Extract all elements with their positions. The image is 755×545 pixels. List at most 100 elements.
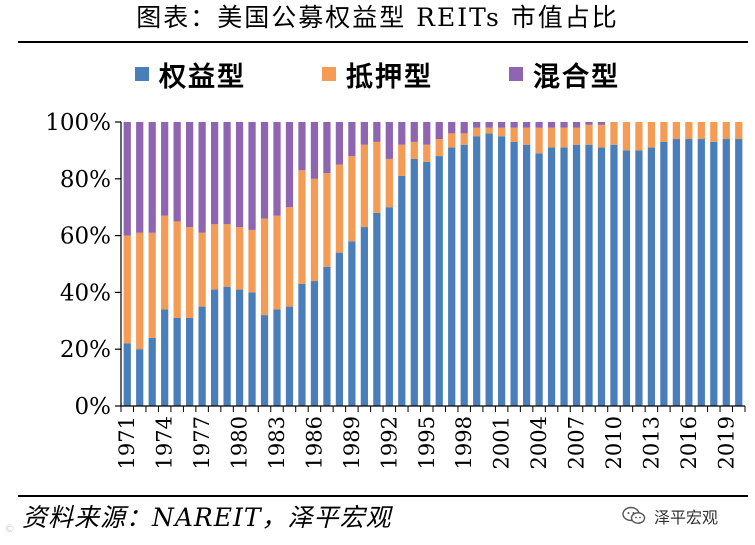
bar-hybrid-2005	[547, 122, 556, 128]
bar-hybrid-1971	[123, 122, 131, 236]
bar-mortgage-1981	[248, 229, 256, 293]
bar-hybrid-1979	[223, 122, 231, 225]
bar-hybrid-1978	[210, 122, 219, 225]
bar-mortgage-1999	[473, 127, 481, 137]
bar-equity-2005	[547, 147, 556, 406]
bar-hybrid-1989	[348, 122, 356, 157]
y-tick-label-1: 20%	[60, 337, 111, 363]
bar-mortgage-1983	[273, 215, 281, 310]
bar-equity-2008	[585, 144, 593, 406]
bar-equity-1982	[260, 315, 269, 406]
legend-swatch-mortgage	[322, 67, 336, 81]
bar-equity-1998	[460, 144, 468, 406]
bar-equity-1983	[273, 309, 281, 406]
bar-equity-2017	[697, 139, 705, 406]
bar-equity-1988	[335, 252, 344, 406]
bar-mortgage-2014	[660, 122, 668, 142]
x-tick-label-1989: 1989	[340, 416, 364, 469]
bar-mortgage-2019	[722, 122, 730, 140]
bar-hybrid-2008	[585, 122, 593, 125]
bar-hybrid-1985	[298, 122, 306, 171]
bar-mortgage-2002	[510, 127, 518, 142]
legend-item-equity: 权益型	[135, 55, 246, 94]
bar-equity-1993	[398, 175, 406, 406]
bar-mortgage-1988	[335, 164, 344, 253]
x-tick-label-1974: 1974	[153, 416, 177, 469]
bar-equity-1971	[123, 343, 131, 406]
bar-mortgage-1980	[235, 227, 244, 290]
bar-hybrid-1984	[285, 122, 294, 208]
bar-mortgage-1975	[173, 221, 181, 318]
x-tick-label-1992: 1992	[377, 416, 401, 469]
bar-hybrid-1994	[410, 122, 418, 142]
x-tick-label-2007: 2007	[565, 416, 589, 469]
bar-hybrid-2004	[535, 122, 543, 128]
bar-hybrid-1991	[373, 122, 381, 142]
legend: 权益型 抵押型 混合型	[0, 54, 755, 94]
bar-hybrid-2002	[510, 122, 518, 128]
bar-hybrid-1992	[385, 122, 393, 159]
legend-label-equity: 权益型	[159, 61, 246, 93]
x-tick-label-2013: 2013	[639, 416, 663, 469]
bar-equity-1996	[435, 156, 443, 406]
bar-mortgage-2001	[498, 127, 506, 137]
bar-hybrid-1993	[398, 122, 406, 145]
bar-equity-1972	[136, 349, 144, 406]
bar-equity-2001	[498, 136, 506, 406]
bar-mortgage-1989	[348, 156, 356, 242]
bar-mortgage-1985	[298, 170, 306, 284]
bar-hybrid-1983	[273, 122, 281, 216]
bar-hybrid-1973	[148, 122, 156, 233]
bar-mortgage-2018	[710, 122, 718, 142]
x-tick-label-1971: 1971	[115, 416, 139, 469]
source-note: 资料来源：NAREIT，泽平宏观	[22, 503, 392, 532]
bar-hybrid-1999	[473, 122, 481, 128]
bar-mortgage-2020	[735, 122, 743, 140]
bar-mortgage-1978	[210, 224, 219, 290]
legend-label-mortgage: 抵押型	[346, 61, 433, 93]
bar-equity-2014	[660, 141, 668, 406]
x-tick-label-2010: 2010	[602, 416, 626, 469]
legend-item-hybrid: 混合型	[509, 55, 620, 94]
y-tick-label-4: 80%	[60, 167, 111, 193]
bar-equity-1985	[298, 283, 306, 406]
bar-hybrid-2001	[498, 122, 506, 128]
bar-hybrid-1995	[423, 122, 431, 145]
bar-mortgage-1984	[285, 207, 294, 307]
bar-mortgage-1976	[186, 227, 194, 318]
y-tick-label-5: 100%	[45, 110, 111, 136]
chart-title: 图表：美国公募权益型 REITs 市值占比	[136, 3, 619, 32]
bar-equity-2015	[672, 139, 680, 406]
wechat-icon	[622, 506, 646, 524]
bar-mortgage-1990	[360, 144, 368, 228]
bar-hybrid-1977	[198, 122, 206, 233]
bar-equity-1977	[198, 306, 206, 406]
bar-mortgage-1982	[260, 218, 269, 316]
legend-swatch-equity	[135, 67, 149, 81]
bar-equity-2013	[647, 147, 656, 406]
bar-mortgage-1992	[385, 158, 393, 208]
bar-hybrid-1996	[435, 122, 443, 140]
x-tick-label-1998: 1998	[452, 416, 476, 469]
x-tick-label-1995: 1995	[415, 416, 439, 469]
bar-mortgage-2012	[635, 122, 643, 151]
x-tick-label-1986: 1986	[302, 416, 326, 469]
bar-equity-2018	[710, 141, 718, 406]
bar-hybrid-1982	[260, 122, 269, 219]
bar-equity-1989	[348, 241, 356, 406]
legend-swatch-hybrid	[509, 67, 523, 81]
legend-item-mortgage: 抵押型	[322, 55, 433, 94]
bar-equity-2011	[622, 150, 631, 406]
bar-mortgage-1997	[448, 133, 456, 148]
bar-equity-1991	[373, 212, 381, 406]
bar-mortgage-1973	[148, 232, 156, 338]
bar-equity-2004	[535, 153, 543, 406]
bar-equity-1999	[473, 136, 481, 406]
bar-equity-2007	[572, 144, 581, 406]
bar-mortgage-1994	[410, 141, 418, 159]
bar-equity-1978	[210, 289, 219, 406]
y-tick-label-3: 60%	[60, 224, 111, 250]
x-tick-label-1977: 1977	[190, 416, 214, 469]
bar-hybrid-2009	[597, 122, 606, 125]
bar-mortgage-2017	[697, 122, 705, 140]
